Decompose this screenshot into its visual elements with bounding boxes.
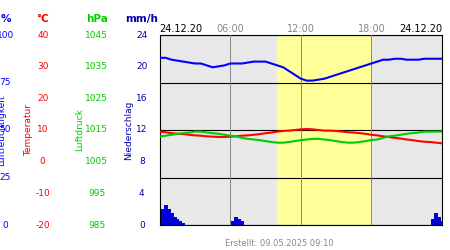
Bar <box>161 209 165 225</box>
Text: mm/h: mm/h <box>125 14 158 24</box>
Text: 8: 8 <box>139 157 144 166</box>
Bar <box>234 217 238 225</box>
Text: Niederschlag: Niederschlag <box>124 100 133 160</box>
Bar <box>170 213 174 225</box>
Text: 30: 30 <box>37 62 49 71</box>
Text: 12: 12 <box>136 126 148 134</box>
Text: 0: 0 <box>40 157 45 166</box>
Text: 4: 4 <box>139 189 144 198</box>
Bar <box>158 213 162 225</box>
Text: 100: 100 <box>0 30 14 40</box>
Text: 1015: 1015 <box>85 126 108 134</box>
Bar <box>181 222 185 225</box>
Text: Luftfeuchtigkeit: Luftfeuchtigkeit <box>0 94 6 166</box>
Text: 1025: 1025 <box>86 94 108 103</box>
Bar <box>437 217 441 225</box>
Text: 24.12.20: 24.12.20 <box>160 24 203 34</box>
Text: 20: 20 <box>136 62 148 71</box>
Bar <box>240 221 244 225</box>
Text: %: % <box>0 14 11 24</box>
Text: Erstellt: 09.05.2025 09:10: Erstellt: 09.05.2025 09:10 <box>225 238 333 248</box>
Text: -10: -10 <box>36 189 50 198</box>
Text: 06:00: 06:00 <box>216 24 244 34</box>
Bar <box>176 219 180 225</box>
Bar <box>231 221 235 225</box>
Text: Luftdruck: Luftdruck <box>76 108 85 152</box>
Bar <box>440 221 444 225</box>
Text: °C: °C <box>36 14 49 24</box>
Bar <box>178 221 182 225</box>
Bar <box>277 35 371 225</box>
Text: 1045: 1045 <box>86 30 108 40</box>
Text: 0: 0 <box>139 220 144 230</box>
Text: 24: 24 <box>136 30 148 40</box>
Text: 1035: 1035 <box>85 62 108 71</box>
Bar <box>431 219 435 225</box>
Text: 25: 25 <box>0 173 11 182</box>
Text: 20: 20 <box>37 94 49 103</box>
Text: hPa: hPa <box>86 14 108 24</box>
Bar <box>172 217 176 225</box>
Text: 12:00: 12:00 <box>287 24 315 34</box>
Text: 0: 0 <box>3 220 8 230</box>
Text: Temperatur: Temperatur <box>24 104 33 156</box>
Text: 24.12.20: 24.12.20 <box>399 24 442 34</box>
Text: 40: 40 <box>37 30 49 40</box>
Text: 995: 995 <box>88 189 105 198</box>
Text: 50: 50 <box>0 126 11 134</box>
Text: 18:00: 18:00 <box>357 24 385 34</box>
Text: 75: 75 <box>0 78 11 87</box>
Bar <box>166 209 171 225</box>
Bar <box>237 219 241 225</box>
Text: 10: 10 <box>37 126 49 134</box>
Text: -20: -20 <box>36 220 50 230</box>
Text: 16: 16 <box>136 94 148 103</box>
Bar <box>163 205 168 225</box>
Text: 1005: 1005 <box>85 157 108 166</box>
Text: 985: 985 <box>88 220 105 230</box>
Bar <box>434 213 438 225</box>
